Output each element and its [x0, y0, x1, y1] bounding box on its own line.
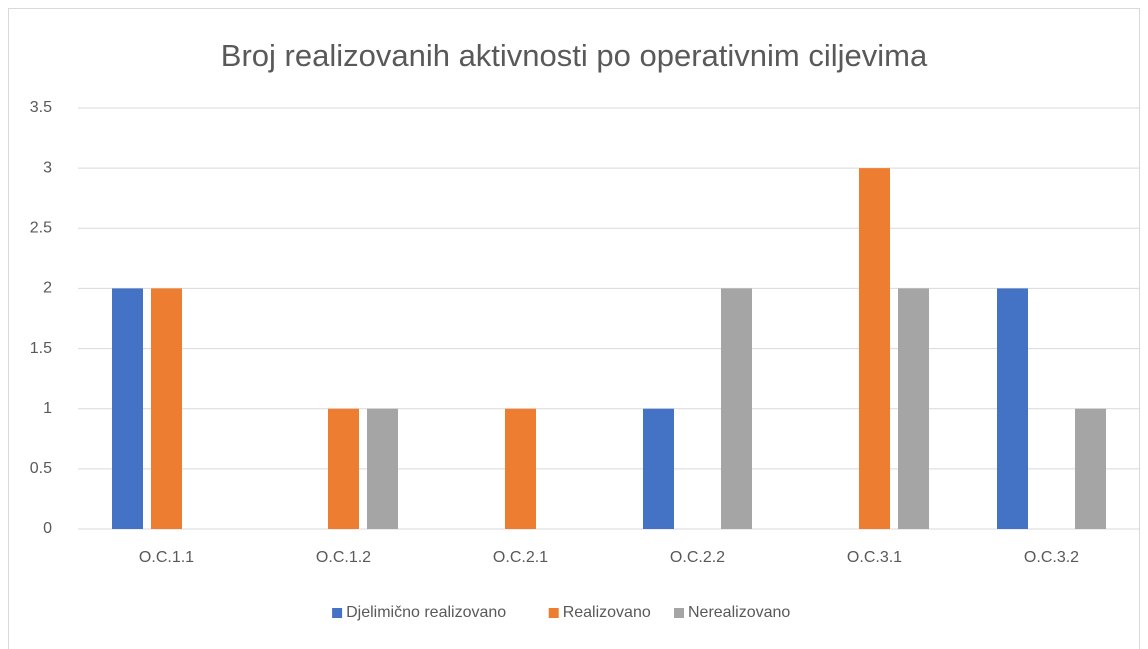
bar	[997, 288, 1028, 529]
legend-swatch	[332, 608, 343, 618]
legend-label: Djelimično realizovano	[346, 604, 506, 621]
bar	[367, 408, 398, 529]
x-tick-label: O.C.2.1	[493, 549, 548, 566]
y-tick-label: 0.5	[30, 460, 52, 477]
y-tick-label: 1.5	[30, 340, 52, 357]
chart-title: Broj realizovanih aktivnosti po operativ…	[221, 38, 928, 73]
y-tick-label: 0	[43, 520, 52, 537]
bar	[859, 168, 890, 529]
bar	[505, 408, 536, 529]
bar	[151, 288, 182, 529]
y-tick-label: 2	[43, 280, 52, 297]
y-tick-label: 3.5	[30, 99, 52, 116]
legend-label: Realizovano	[563, 604, 651, 621]
bar	[721, 288, 752, 529]
legend-label: Nerealizovano	[688, 604, 790, 621]
bar	[1075, 408, 1106, 529]
x-tick-label: O.C.3.1	[847, 549, 902, 566]
bar	[112, 288, 143, 529]
y-tick-label: 2.5	[30, 220, 52, 237]
x-tick-label: O.C.3.2	[1024, 549, 1079, 566]
bar	[328, 408, 359, 529]
x-tick-label: O.C.2.2	[670, 549, 725, 566]
y-tick-label: 3	[43, 159, 52, 176]
x-tick-label: O.C.1.2	[316, 549, 371, 566]
bar	[643, 408, 674, 529]
legend-swatch	[548, 608, 559, 618]
y-tick-label: 1	[43, 400, 52, 417]
chart-border	[8, 8, 1140, 649]
x-tick-label: O.C.1.1	[139, 549, 194, 566]
bar	[898, 288, 929, 529]
legend-swatch	[674, 608, 684, 618]
